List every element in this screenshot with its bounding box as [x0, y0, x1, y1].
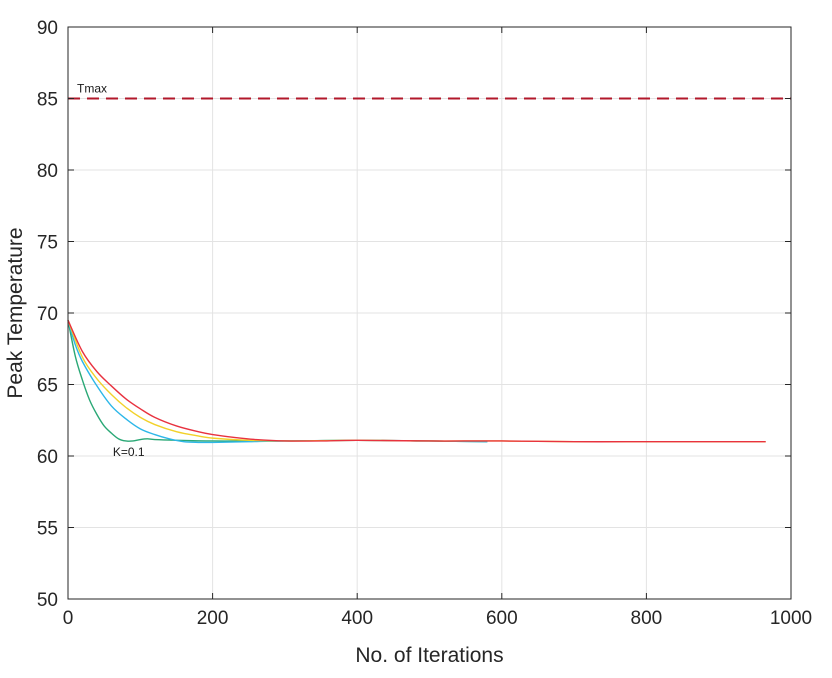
y-tick-label: 85 [37, 90, 58, 111]
y-tick-label: 60 [37, 447, 58, 468]
x-tick-label: 0 [63, 608, 74, 629]
series-lines [67, 319, 766, 444]
y-tick-label: 65 [37, 376, 58, 397]
y-tick-label: 75 [37, 233, 58, 254]
x-axis-ticks: 0 200 400 600 800 1000 [63, 27, 812, 629]
y-tick-label: 70 [37, 304, 58, 325]
annotations: K=0.1 [113, 445, 145, 459]
x-tick-label: 400 [341, 608, 373, 629]
x-axis-label: No. of Iterations [355, 644, 503, 667]
y-tick-label: 80 [37, 161, 58, 182]
threshold-line: Tmax [68, 82, 791, 100]
y-axis-ticks: 50 55 60 65 70 75 80 85 90 [37, 18, 791, 611]
y-tick-label: 90 [37, 18, 58, 39]
x-tick-label: 800 [631, 608, 663, 629]
series-line-3 [67, 319, 766, 443]
y-axis-label: Peak Temperature [4, 227, 27, 398]
tmax-label: Tmax [77, 82, 107, 96]
y-tick-label: 55 [37, 519, 58, 540]
x-tick-label: 600 [486, 608, 518, 629]
x-tick-label: 200 [197, 608, 229, 629]
curve-annotation: K=0.1 [113, 445, 145, 459]
x-tick-label: 1000 [770, 608, 812, 629]
y-tick-label: 50 [37, 590, 58, 611]
